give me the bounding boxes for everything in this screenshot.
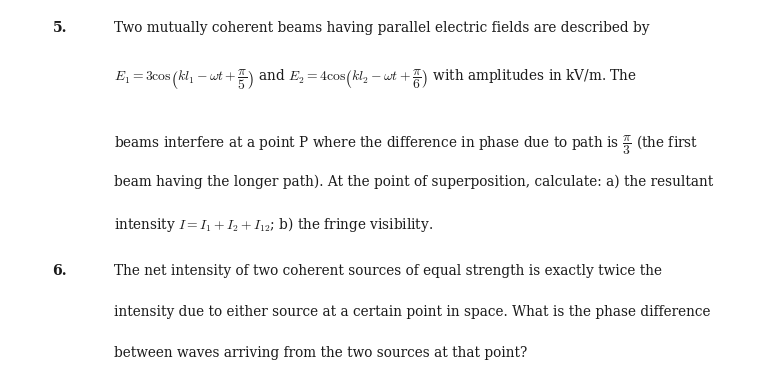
Text: intensity due to either source at a certain point in space. What is the phase di: intensity due to either source at a cert… [114,305,711,319]
Text: 6.: 6. [53,264,67,278]
Text: between waves arriving from the two sources at that point?: between waves arriving from the two sour… [114,346,528,360]
Text: Two mutually coherent beams having parallel electric fields are described by: Two mutually coherent beams having paral… [114,21,650,35]
Text: The net intensity of two coherent sources of equal strength is exactly twice the: The net intensity of two coherent source… [114,264,662,278]
Text: intensity $I = I_1 + I_2 + I_{12}$; b) the fringe visibility.: intensity $I = I_1 + I_2 + I_{12}$; b) t… [114,215,434,234]
Text: beam having the longer path). At the point of superposition, calculate: a) the r: beam having the longer path). At the poi… [114,175,713,189]
Text: $E_1 = 3\cos\!\left(kl_1 - \omega t + \dfrac{\pi}{5}\right)$ and $E_2 = 4\cos\!\: $E_1 = 3\cos\!\left(kl_1 - \omega t + \d… [114,68,637,92]
Text: beams interfere at a point P where the difference in phase due to path is $\dfra: beams interfere at a point P where the d… [114,134,699,157]
Text: 5.: 5. [53,21,67,35]
